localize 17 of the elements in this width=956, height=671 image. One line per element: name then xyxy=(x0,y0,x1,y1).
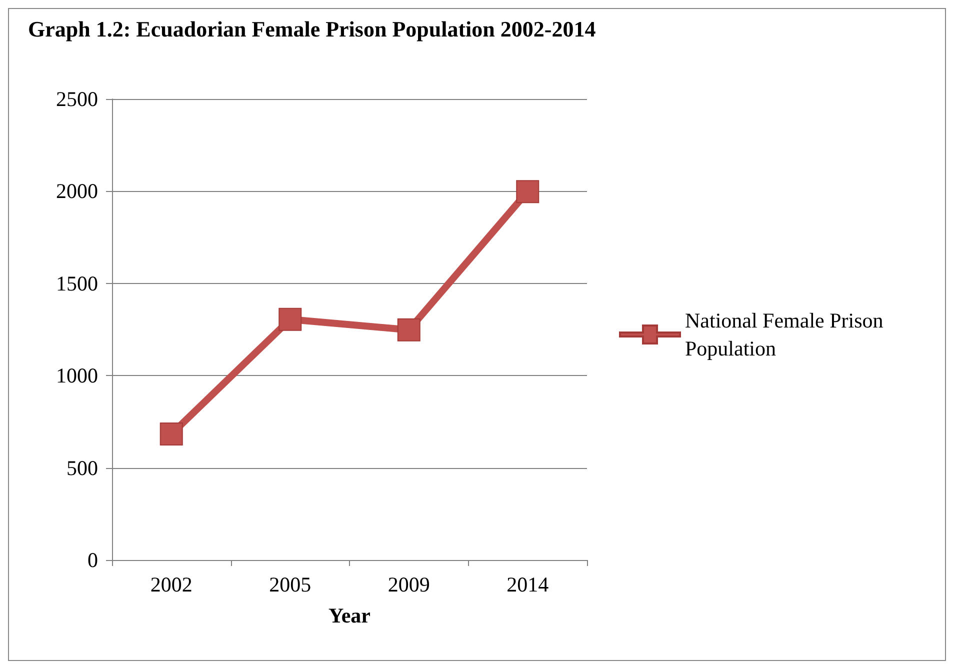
y-tick-label: 1500 xyxy=(56,271,98,296)
y-tick-label: 2500 xyxy=(56,87,98,111)
y-tick-label: 0 xyxy=(88,548,98,572)
point xyxy=(397,318,420,342)
point xyxy=(278,308,302,331)
x-tick-label: 2005 xyxy=(269,572,312,596)
y-tick-label: 1000 xyxy=(56,364,98,388)
x-tick-label: 2002 xyxy=(150,572,192,596)
chart-title: Graph 1.2: Ecuadorian Female Prison Population 2002-2014 xyxy=(28,16,596,42)
x-tick-label: 2014 xyxy=(506,572,550,596)
x-axis-title: Year xyxy=(328,604,370,628)
y-tick-label: 500 xyxy=(66,456,98,480)
legend-label: National Female Prison Population xyxy=(685,308,889,360)
point xyxy=(160,422,183,446)
x-tick-label: 2009 xyxy=(388,572,430,596)
point xyxy=(516,180,540,204)
y-tick-label: 2000 xyxy=(56,179,98,204)
